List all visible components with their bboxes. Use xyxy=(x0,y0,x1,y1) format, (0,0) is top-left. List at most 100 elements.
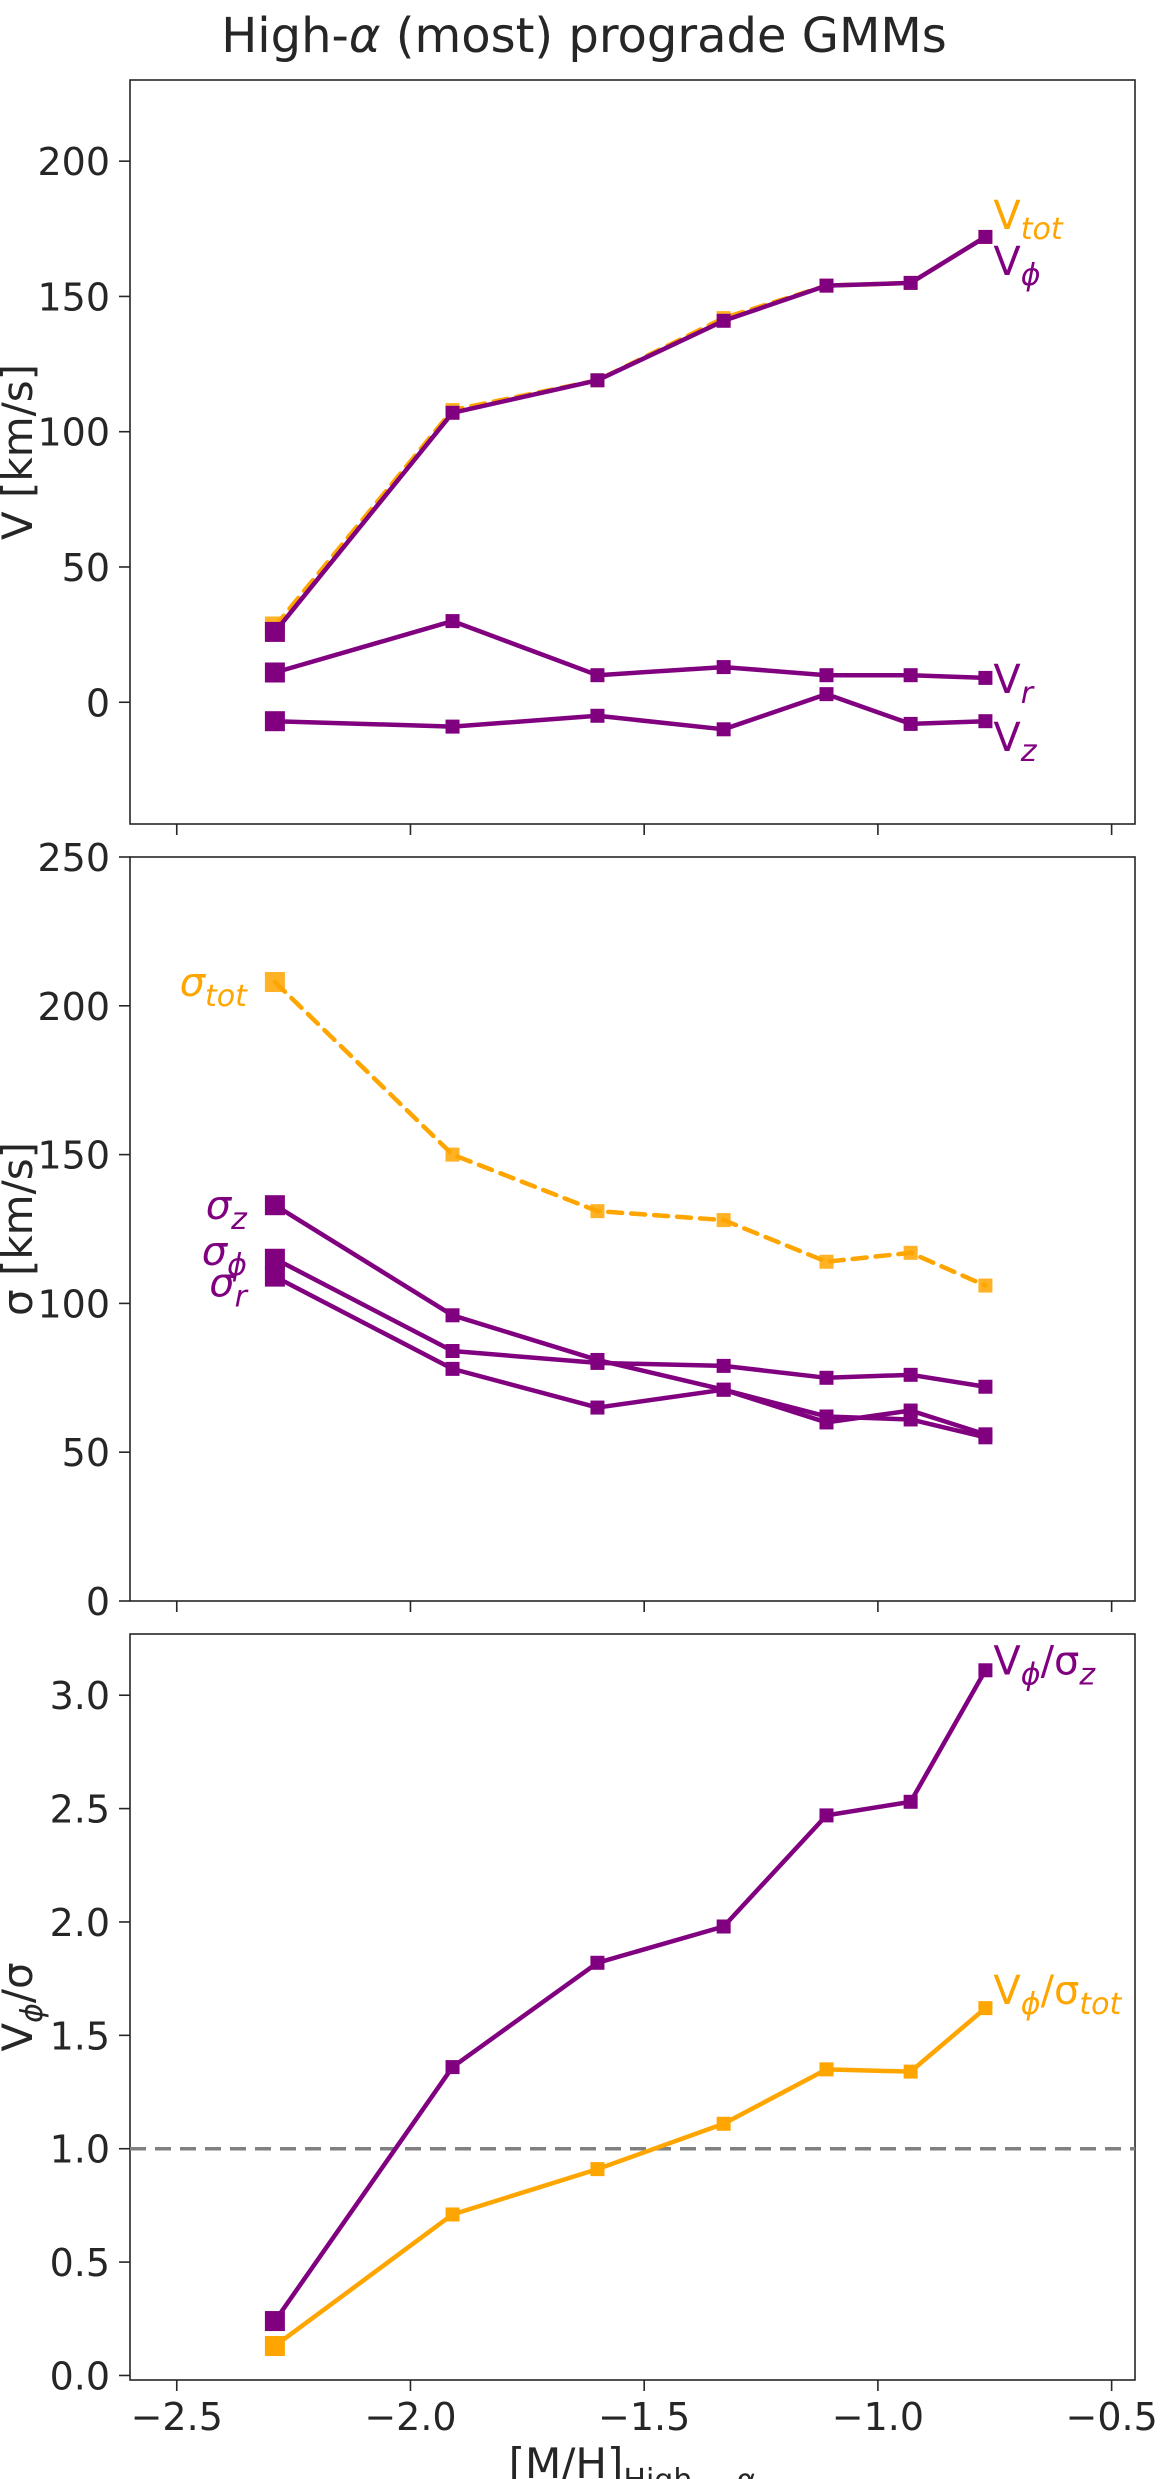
series-label-base: σ xyxy=(209,1261,236,1307)
series-label-sigma_r: σr xyxy=(209,1261,248,1315)
series-label-sub: tot xyxy=(1021,212,1064,247)
y-axis-label-sub: ϕ xyxy=(15,2003,50,2023)
data-point-Vphi_over_sigma_z xyxy=(716,1919,731,1934)
y-tick-label: 150 xyxy=(37,275,110,319)
data-point-Vphi_over_sigma_tot xyxy=(264,2335,285,2356)
series-label-sub: ϕ xyxy=(1021,258,1041,293)
series-label-sub: ϕ xyxy=(1021,1657,1041,1692)
data-point-V_phi xyxy=(445,405,460,420)
series-label-V_r: Vr xyxy=(993,657,1034,711)
data-point-sigma_r xyxy=(264,1266,285,1287)
series-label-sub: z xyxy=(1020,734,1038,769)
data-point-Vphi_over_sigma_z xyxy=(819,1808,834,1823)
y-axis-label-tail: /σ xyxy=(0,1962,42,2003)
data-point-sigma_tot xyxy=(903,1245,918,1260)
series-label-sub: r xyxy=(235,1280,249,1315)
series-label-base: σ xyxy=(206,1183,233,1229)
data-point-V_r xyxy=(903,668,918,683)
x-tick-label: −2.5 xyxy=(131,2395,223,2439)
data-point-sigma_tot xyxy=(590,1204,605,1219)
axes-frame xyxy=(129,1633,1136,2381)
data-point-V_phi xyxy=(716,313,731,328)
data-point-Vphi_over_sigma_z xyxy=(978,1663,993,1678)
data-point-sigma_tot xyxy=(445,1147,460,1162)
data-point-V_z xyxy=(903,716,918,731)
x-tick-label: −1.0 xyxy=(832,2395,924,2439)
series-label-sub: z xyxy=(230,1202,248,1237)
data-point-Vphi_over_sigma_tot xyxy=(819,2062,834,2077)
data-point-V_r xyxy=(590,668,605,683)
data-point-sigma_phi xyxy=(903,1367,918,1382)
series-label-Vphi_over_sigma_z: Vϕ/σz xyxy=(993,1638,1096,1692)
series-label-V_tot: Vtot xyxy=(993,193,1063,247)
series-label-sigma_z: σz xyxy=(206,1183,248,1237)
data-point-Vphi_over_sigma_tot xyxy=(903,2064,918,2079)
series-label-Vphi_over_sigma_tot: Vϕ/σtot xyxy=(993,1968,1122,2022)
series-label-base: V xyxy=(993,715,1021,761)
y-axis-label-base: V xyxy=(0,2023,42,2052)
data-point-sigma_r xyxy=(819,1415,834,1430)
data-point-V_phi xyxy=(903,275,918,290)
data-point-Vphi_over_sigma_z xyxy=(903,1794,918,1809)
y-axis-label: σ [km/s] xyxy=(0,1142,42,1316)
y-tick-label: 0.5 xyxy=(50,2241,110,2285)
data-point-sigma_phi xyxy=(445,1344,460,1359)
y-tick-label: 0.0 xyxy=(50,2354,110,2398)
data-point-sigma_r xyxy=(978,1427,993,1442)
data-point-Vphi_over_sigma_z xyxy=(264,2311,285,2332)
series-line-sigma_r xyxy=(272,1274,988,1437)
y-tick-label: 2.5 xyxy=(50,1788,110,1832)
y-tick-label: 200 xyxy=(37,140,110,184)
series-label-sub: r xyxy=(1021,676,1035,711)
y-tick-label: 50 xyxy=(62,1431,110,1475)
y-tick-label: 100 xyxy=(37,411,110,455)
series-label-sigma_tot: σtot xyxy=(180,960,248,1014)
y-tick-label: 2.0 xyxy=(50,1901,110,1945)
series-label-mid: /σ xyxy=(1041,1638,1080,1684)
data-point-V_r xyxy=(264,662,285,683)
y-tick-label: 50 xyxy=(62,546,110,590)
series-label-base: V xyxy=(993,239,1021,285)
series-label-base: σ xyxy=(202,1229,229,1275)
series-label-base: V xyxy=(993,657,1021,703)
data-point-V_phi xyxy=(590,373,605,388)
data-point-V_z xyxy=(978,714,993,729)
data-point-V_z xyxy=(716,722,731,737)
y-tick-label: 100 xyxy=(37,1282,110,1326)
series-label-base: σ xyxy=(180,960,207,1006)
data-point-Vphi_over_sigma_tot xyxy=(716,2116,731,2131)
y-axis-label: Vϕ/σ xyxy=(0,1962,50,2051)
series-line-Vphi_over_sigma_z xyxy=(272,1668,988,2324)
data-point-sigma_phi xyxy=(716,1358,731,1373)
series-label-sub: ϕ xyxy=(227,1248,247,1283)
data-point-sigma_tot xyxy=(716,1213,731,1228)
y-tick-label: 0 xyxy=(86,681,110,725)
x-tick-label: −2.0 xyxy=(364,2395,456,2439)
series-label-sigma_phi: σϕ xyxy=(202,1229,247,1283)
data-point-sigma_z xyxy=(445,1308,460,1323)
y-tick-label: 1.5 xyxy=(50,2014,110,2058)
axes-frame xyxy=(129,856,1136,1602)
data-point-Vphi_over_sigma_tot xyxy=(445,2207,460,2222)
y-tick-label: 0 xyxy=(86,1580,110,1624)
data-point-Vphi_over_sigma_z xyxy=(445,2060,460,2075)
data-point-V_r xyxy=(819,668,834,683)
data-point-sigma_r xyxy=(716,1382,731,1397)
data-point-V_z xyxy=(590,708,605,723)
series-label-base: V xyxy=(993,1638,1021,1684)
axes-frame xyxy=(129,79,1136,825)
series-line-V_phi xyxy=(272,234,988,635)
series-line-Vphi_over_sigma_tot xyxy=(272,2005,988,2349)
series-label-sub2: z xyxy=(1078,1657,1096,1692)
series-line-sigma_tot xyxy=(272,979,988,1288)
data-point-sigma_phi xyxy=(590,1355,605,1370)
data-point-V_phi xyxy=(978,229,993,244)
data-point-V_r xyxy=(716,660,731,675)
series-label-base: V xyxy=(993,1968,1021,2014)
data-point-sigma_r xyxy=(445,1361,460,1376)
y-tick-label: 250 xyxy=(37,836,110,880)
data-point-sigma_tot xyxy=(978,1278,993,1293)
data-point-sigma_z xyxy=(264,1195,285,1216)
